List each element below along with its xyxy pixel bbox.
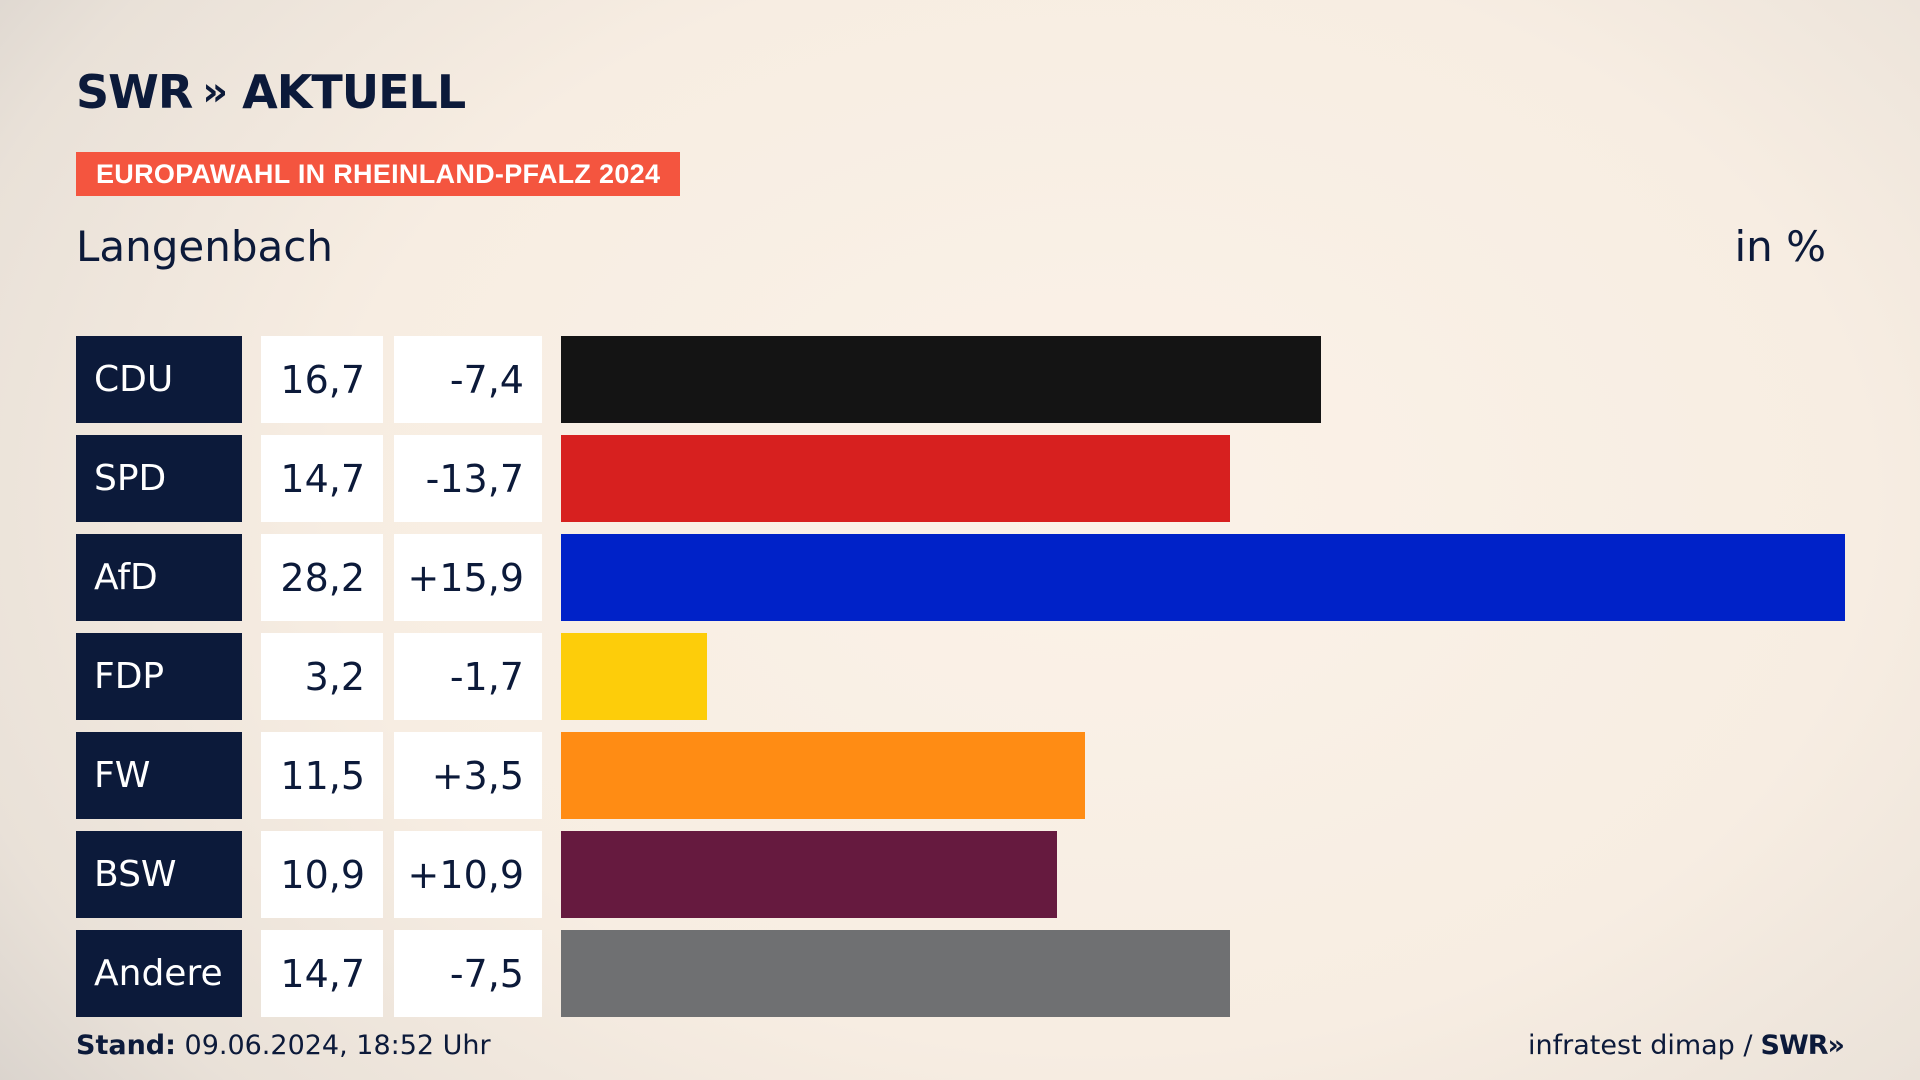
party-label: BSW [76,831,242,918]
source-swr-logo: SWR» [1760,1030,1846,1061]
vote-share-label: 14,7 [261,435,383,522]
source-arrows-icon: » [1827,1030,1845,1061]
party-label: FDP [76,633,242,720]
source-swr-text: SWR [1760,1030,1829,1061]
bar-fdp [561,633,707,720]
logo-arrows-icon: » [202,69,228,115]
bar-afd [561,534,1845,621]
vote-share-label: 16,7 [261,336,383,423]
stand-label: Stand: [76,1030,176,1061]
election-banner: EUROPAWAHL IN RHEINLAND-PFALZ 2024 [76,152,681,196]
change-label: +3,5 [394,732,542,819]
source-footer: infratest dimap / SWR» [1528,1030,1846,1061]
change-label: -7,4 [394,336,542,423]
change-label: -13,7 [394,435,542,522]
party-label: AfD [76,534,242,621]
location-title: Langenbach [76,222,333,271]
vote-share-label: 10,9 [261,831,383,918]
party-label: CDU [76,336,242,423]
logo-swr-text: SWR [76,65,193,119]
bar-bsw [561,831,1057,918]
stand-value: 09.06.2024, 18:52 Uhr [184,1030,491,1061]
change-label: -7,5 [394,930,542,1017]
vote-share-label: 3,2 [261,633,383,720]
vote-share-label: 11,5 [261,732,383,819]
vote-share-label: 14,7 [261,930,383,1017]
swr-aktuell-logo: SWR » AKTUELL [76,65,466,119]
logo-aktuell-text: AKTUELL [242,65,466,119]
party-label: FW [76,732,242,819]
timestamp-footer: Stand: 09.06.2024, 18:52 Uhr [76,1030,491,1061]
unit-label: in % [1734,222,1826,271]
bar-andere [561,930,1230,1017]
bar-fw [561,732,1085,819]
party-label: SPD [76,435,242,522]
change-label: +10,9 [394,831,542,918]
change-label: -1,7 [394,633,542,720]
bar-spd [561,435,1230,522]
source-text: infratest dimap / [1528,1030,1753,1061]
bar-cdu [561,336,1321,423]
party-label: Andere [76,930,242,1017]
vote-share-label: 28,2 [261,534,383,621]
change-label: +15,9 [394,534,542,621]
